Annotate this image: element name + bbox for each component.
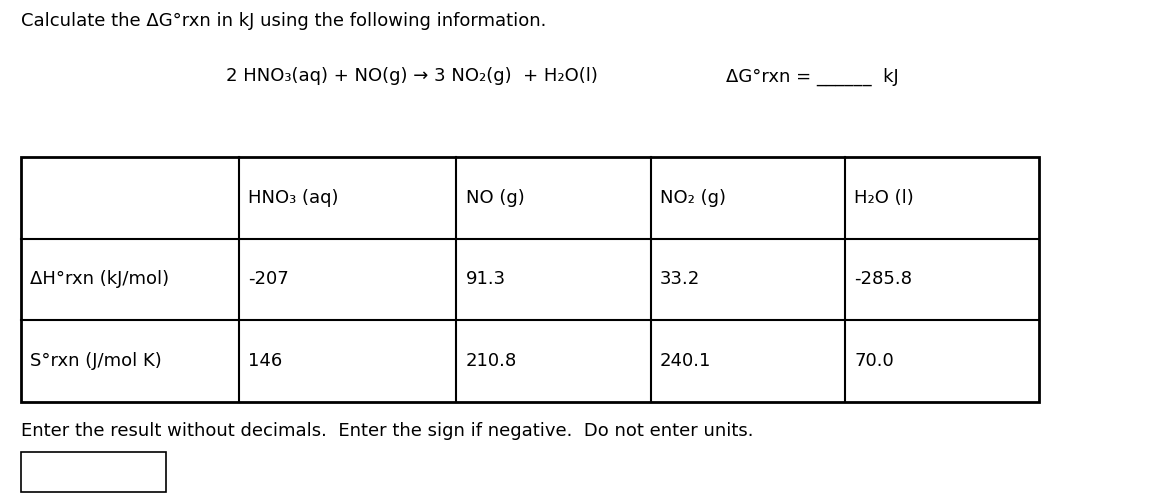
Text: HNO₃ (aq): HNO₃ (aq) [248, 189, 339, 207]
Bar [21, 452, 166, 492]
Bar [21, 157, 1039, 402]
Text: 146: 146 [248, 352, 282, 370]
Text: Enter the result without decimals.  Enter the sign if negative.  Do not enter un: Enter the result without decimals. Enter… [21, 422, 753, 440]
Text: ΔH°rxn (kJ/mol): ΔH°rxn (kJ/mol) [30, 270, 170, 288]
Text: -207: -207 [248, 270, 289, 288]
Text: 91.3: 91.3 [466, 270, 506, 288]
Text: 70.0: 70.0 [854, 352, 894, 370]
Text: NO₂ (g): NO₂ (g) [659, 189, 726, 207]
Text: H₂O (l): H₂O (l) [854, 189, 914, 207]
Text: NO (g): NO (g) [466, 189, 525, 207]
Text: 2 HNO₃(aq) + NO(g) → 3 NO₂(g)  + H₂O(l): 2 HNO₃(aq) + NO(g) → 3 NO₂(g) + H₂O(l) [226, 67, 598, 85]
Text: -285.8: -285.8 [854, 270, 913, 288]
Text: 33.2: 33.2 [659, 270, 700, 288]
Text: Calculate the ΔG°rxn in kJ using the following information.: Calculate the ΔG°rxn in kJ using the fol… [21, 12, 547, 30]
Text: S°rxn (J/mol K): S°rxn (J/mol K) [30, 352, 161, 370]
Text: ΔG°rxn = ______  kJ: ΔG°rxn = ______ kJ [726, 67, 899, 86]
Text: 210.8: 210.8 [466, 352, 517, 370]
Text: 240.1: 240.1 [659, 352, 712, 370]
